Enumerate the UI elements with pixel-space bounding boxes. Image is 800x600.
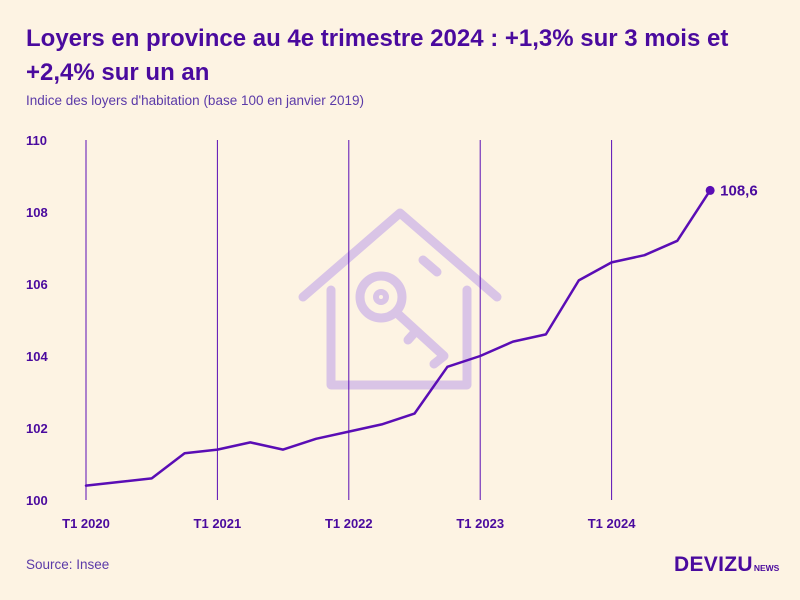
y-tick-label: 102 — [26, 421, 48, 436]
logo-suffix: NEWS — [753, 563, 780, 573]
y-tick-label: 104 — [26, 349, 48, 364]
y-tick-label: 100 — [26, 493, 48, 508]
y-tick-label: 110 — [26, 133, 47, 148]
x-tick-label: T1 2023 — [456, 516, 504, 531]
x-tick-label: T1 2022 — [325, 516, 373, 531]
y-tick-label: 106 — [26, 277, 48, 292]
end-value-label: 108,6 — [720, 182, 758, 199]
x-tick-label: T1 2021 — [194, 516, 242, 531]
house-key-icon — [298, 208, 502, 390]
chart-title: Loyers en province au 4e trimestre 2024 … — [26, 25, 729, 86]
y-tick-label: 108 — [26, 205, 48, 220]
x-tick-label: T1 2024 — [588, 516, 636, 531]
series-line — [84, 189, 712, 487]
end-point-marker — [705, 185, 715, 195]
source-note: Source: Insee — [26, 557, 110, 572]
logo-wordmark: DEVIZU — [674, 553, 753, 576]
brand-logo: DEVIZUNEWS — [674, 553, 779, 577]
x-tick-label: T1 2020 — [62, 516, 110, 531]
chart-subtitle: Indice des loyers d'habitation (base 100… — [26, 93, 365, 108]
